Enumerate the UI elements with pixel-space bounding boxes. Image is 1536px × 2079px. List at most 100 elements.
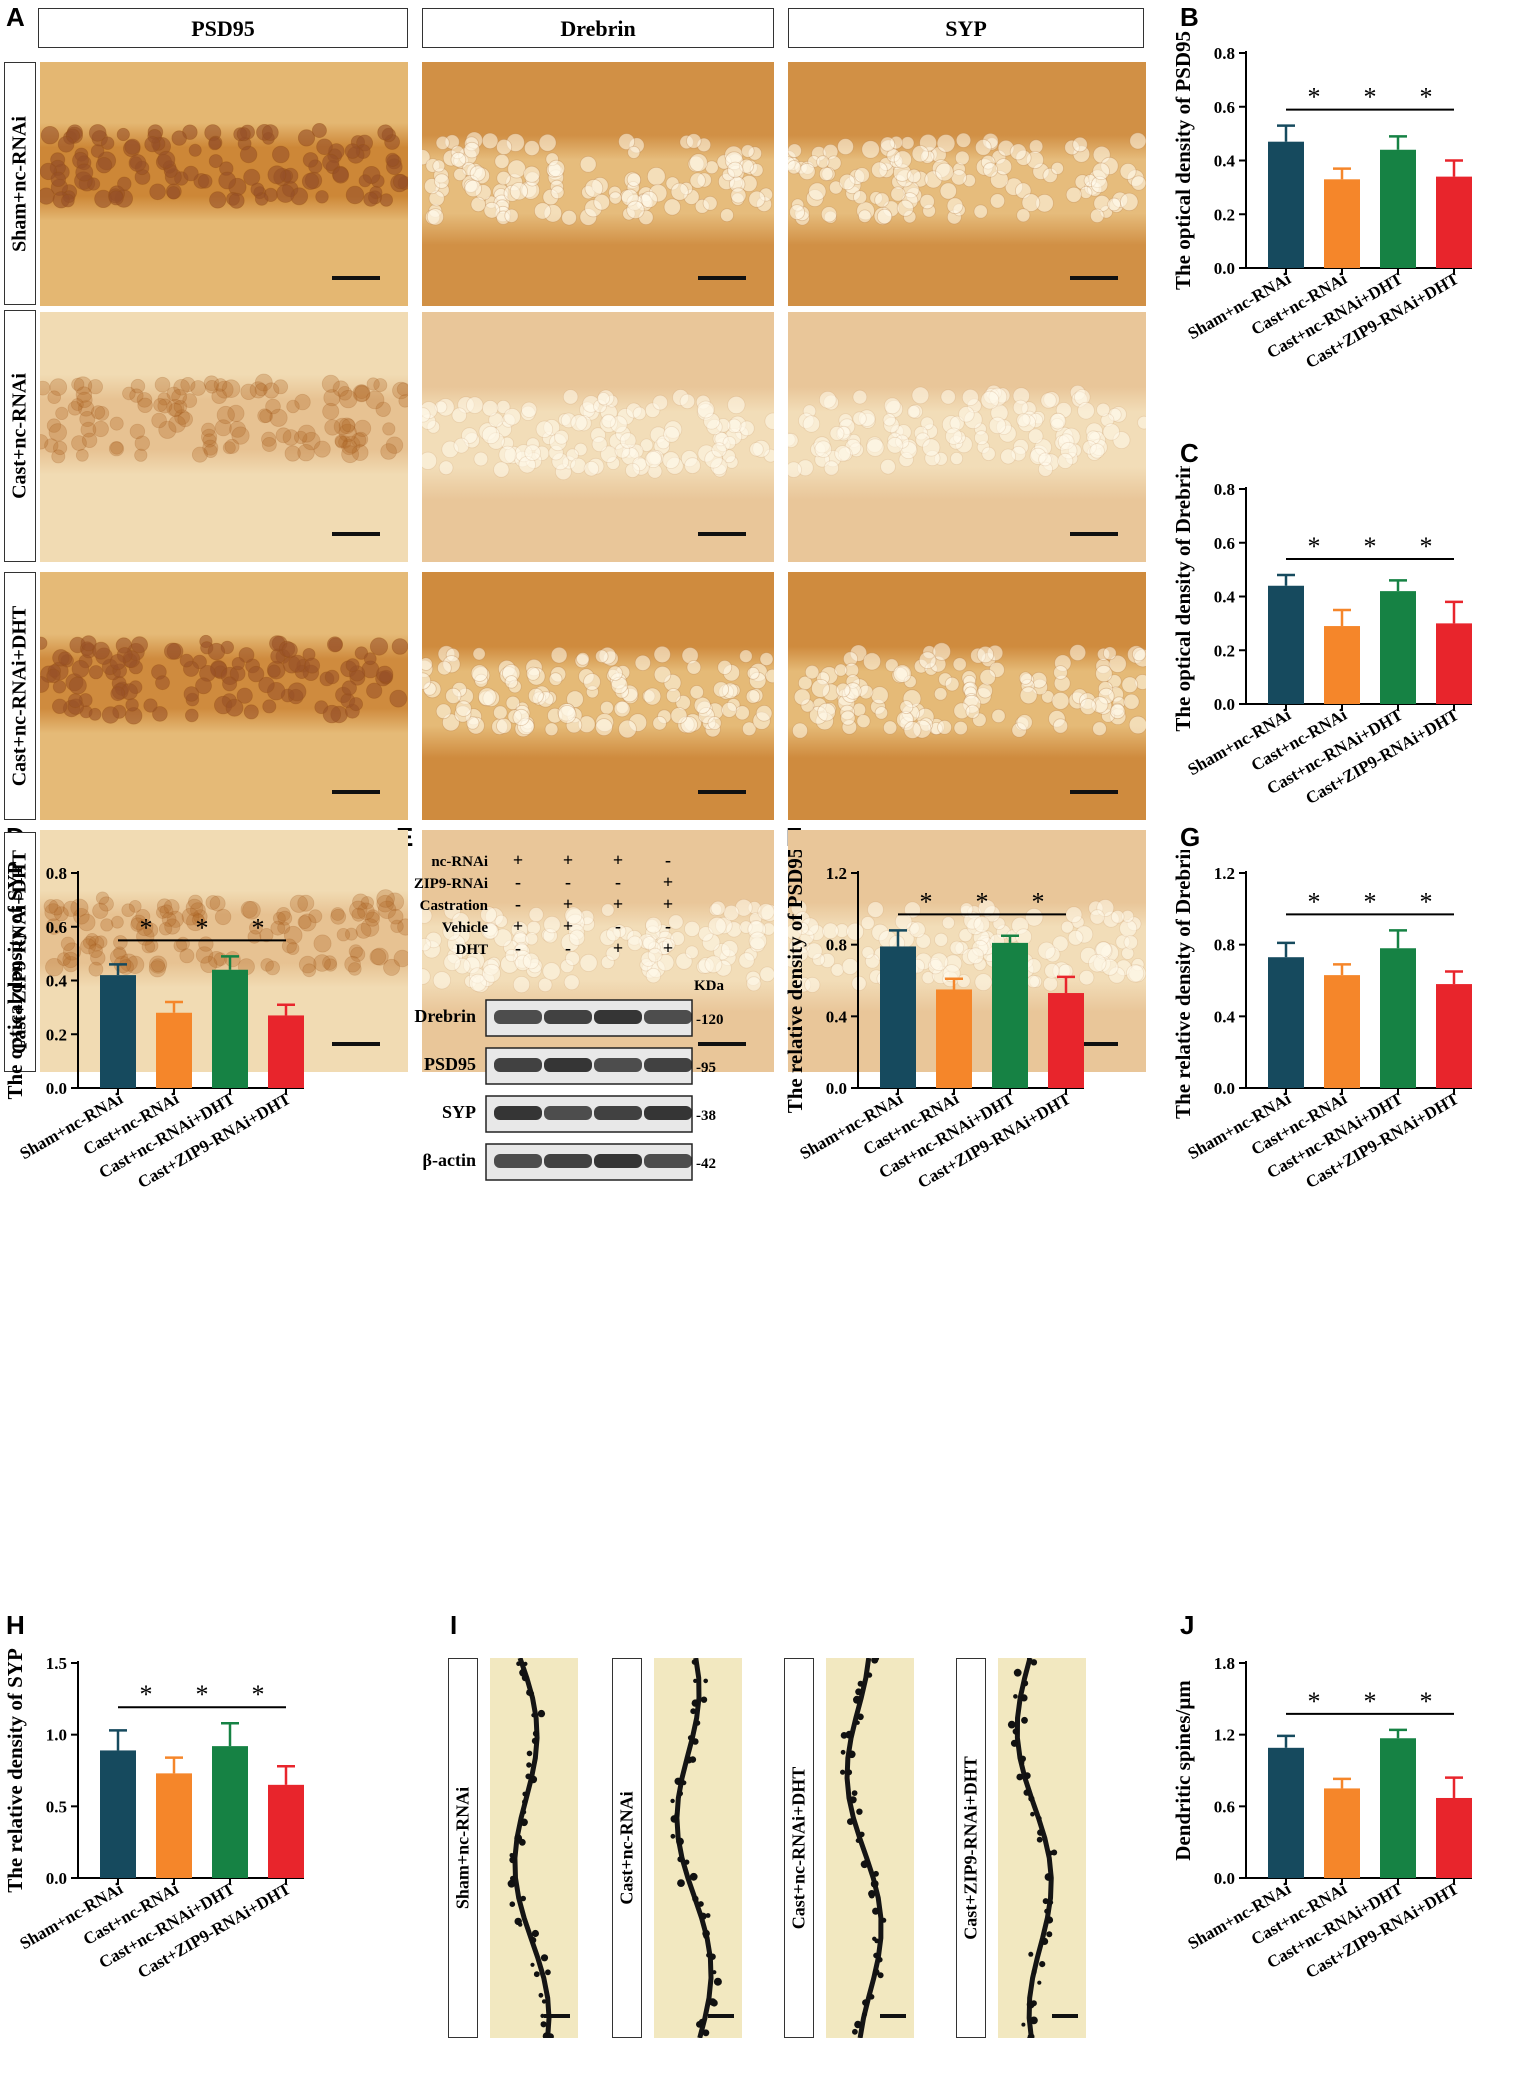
chart-psd95-relative-density: The relative density of PSD95 0.0 0.4 0.8 1.…	[783, 850, 1084, 1192]
bar	[1048, 993, 1084, 1088]
y-tick-label: 0.5	[46, 1797, 67, 1816]
y-tick-label: 0.4	[1214, 1007, 1236, 1026]
band	[544, 1058, 592, 1072]
band	[544, 1010, 592, 1024]
bar	[880, 946, 916, 1088]
row-header-cast-dht: Cast+nc-RNAi+DHT	[4, 572, 36, 820]
micrograph	[422, 62, 774, 306]
micrograph	[422, 312, 774, 562]
panel-label-j: J	[1180, 1610, 1195, 1640]
y-tick-label: 0.2	[46, 1025, 67, 1044]
y-tick-label: 0.4	[46, 972, 68, 991]
scale-bar	[708, 2014, 734, 2018]
y-axis-label: The optical density of Drebrin	[1171, 466, 1195, 732]
y-axis-label: The optical density of SYP	[3, 861, 27, 1099]
bar	[1324, 179, 1360, 268]
band-label: PSD95	[424, 1054, 476, 1074]
bar	[212, 1746, 248, 1878]
bar	[268, 1784, 304, 1878]
chart-psd95-optical-density: The optical density of PSD95 0.0 0.2 0.4 0.6…	[1171, 31, 1472, 372]
scale-bar	[1052, 2014, 1078, 2018]
treatment-sign: +	[513, 850, 523, 870]
treatment-label: ZIP9-RNAi	[414, 876, 488, 892]
y-tick-label: 1.2	[1214, 864, 1235, 883]
band-kda: -38	[696, 1108, 716, 1124]
band	[644, 1106, 692, 1120]
treatment-sign: -	[665, 916, 671, 936]
treatment-sign: +	[613, 938, 623, 958]
significance-star: *	[1308, 83, 1321, 112]
band	[644, 1154, 692, 1168]
column-header-psd95: PSD95	[38, 8, 408, 48]
row-header-cast: Cast+nc-RNAi	[4, 310, 36, 562]
significance-star: *	[252, 1680, 265, 1709]
y-tick-label: 1.0	[46, 1726, 67, 1745]
bar	[1268, 957, 1304, 1088]
y-tick-label: 0.6	[1214, 98, 1235, 117]
band-kda: -120	[696, 1012, 724, 1028]
bar	[1436, 623, 1472, 704]
treatment-sign: +	[613, 850, 623, 870]
micrograph	[422, 572, 774, 820]
treatment-sign: -	[615, 872, 621, 892]
band	[594, 1154, 642, 1168]
y-tick-label: 0.0	[46, 1869, 67, 1888]
panel-label-c: C	[1180, 438, 1199, 468]
band	[494, 1106, 542, 1120]
y-tick-label: 0.6	[46, 918, 67, 937]
significance-star: *	[1364, 1687, 1377, 1716]
treatment-sign: +	[563, 916, 573, 936]
chart-syp-optical-density: The optical density of SYP 0.0 0.2 0.4 0.6 0.…	[3, 861, 304, 1192]
chart-drebrin-optical-density: The optical density of Drebrin 0.0 0.2 0.4 0…	[1171, 466, 1472, 808]
band-kda: -95	[696, 1060, 716, 1076]
y-tick-label: 0.8	[1214, 44, 1235, 63]
band	[544, 1106, 592, 1120]
significance-star: *	[1420, 1687, 1433, 1716]
treatment-label: nc-RNAi	[431, 854, 488, 870]
y-tick-label: 0.0	[1214, 1079, 1235, 1098]
bar	[100, 975, 136, 1088]
significance-star: *	[196, 1680, 209, 1709]
band	[594, 1106, 642, 1120]
bar	[1324, 1788, 1360, 1878]
scale-bar	[698, 1042, 746, 1046]
bar	[1436, 176, 1472, 268]
scale-bar	[880, 2014, 906, 2018]
band	[494, 1010, 542, 1024]
treatment-sign: +	[613, 894, 623, 914]
y-tick-label: 0.4	[826, 1007, 848, 1026]
dendrite-label-box: Cast+nc-RNAi+DHT	[784, 1658, 814, 2038]
significance-star: *	[252, 913, 265, 942]
y-tick-label: 0.8	[826, 936, 847, 955]
bar	[1436, 984, 1472, 1088]
y-tick-label: 1.2	[1214, 1726, 1235, 1745]
bar	[1380, 149, 1416, 268]
y-tick-label: 1.5	[46, 1654, 67, 1673]
y-tick-label: 1.8	[1214, 1654, 1235, 1673]
scale-bar	[698, 276, 746, 280]
dendrite-image	[826, 1658, 914, 2038]
y-tick-label: 0.4	[1214, 152, 1236, 171]
treatment-sign: +	[563, 894, 573, 914]
scale-bar	[1070, 1042, 1118, 1046]
band	[594, 1058, 642, 1072]
column-header-drebrin: Drebrin	[422, 8, 774, 48]
band	[594, 1010, 642, 1024]
panel-label-g: G	[1180, 822, 1201, 852]
chart-dendritic-spines: Dendritic spines/μm0.00.61.21.8Sham+nc-R…	[1171, 1654, 1472, 1982]
significance-star: *	[1308, 1687, 1321, 1716]
chart-syp-relative-density: The relative density of SYP 0.00.51.01.5S…	[3, 1648, 304, 1982]
dendrite-label: Sham+nc-RNAi	[452, 1786, 473, 1910]
treatment-sign: -	[615, 916, 621, 936]
band-label: β-actin	[423, 1150, 476, 1170]
significance-star: *	[976, 887, 989, 916]
western-blot: nc-RNAi + + + -ZIP9-RNAi - - - +Castration - + + +Ve…	[414, 850, 725, 1181]
treatment-label: Castration	[420, 898, 489, 914]
bar	[1380, 948, 1416, 1088]
y-tick-label: 0.0	[1214, 259, 1235, 278]
band	[494, 1058, 542, 1072]
bar	[1268, 585, 1304, 704]
scale-bar	[332, 1042, 380, 1046]
bar	[268, 1015, 304, 1088]
micrograph	[40, 62, 408, 306]
